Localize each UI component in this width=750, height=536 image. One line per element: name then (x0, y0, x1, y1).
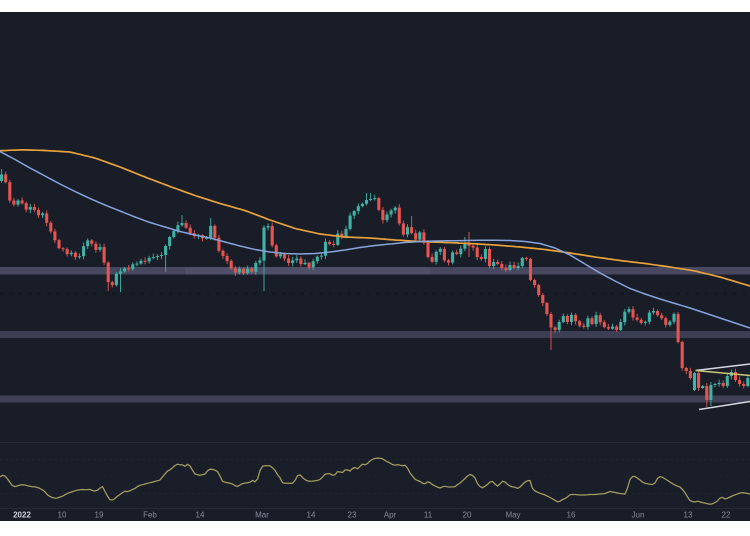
svg-text:16: 16 (567, 511, 576, 520)
svg-text:13: 13 (684, 511, 693, 520)
svg-text:20: 20 (463, 511, 472, 520)
svg-text:11: 11 (424, 511, 433, 520)
svg-text:10: 10 (58, 511, 67, 520)
svg-text:Feb: Feb (143, 511, 157, 520)
svg-text:14: 14 (307, 511, 316, 520)
svg-text:23: 23 (348, 511, 357, 520)
svg-text:14: 14 (196, 511, 205, 520)
svg-text:Mar: Mar (255, 511, 269, 520)
svg-text:2022: 2022 (13, 511, 31, 520)
svg-text:19: 19 (95, 511, 104, 520)
svg-text:22: 22 (722, 511, 731, 520)
svg-text:Apr: Apr (384, 511, 397, 520)
svg-text:Jun: Jun (632, 511, 645, 520)
svg-text:May: May (505, 511, 520, 520)
